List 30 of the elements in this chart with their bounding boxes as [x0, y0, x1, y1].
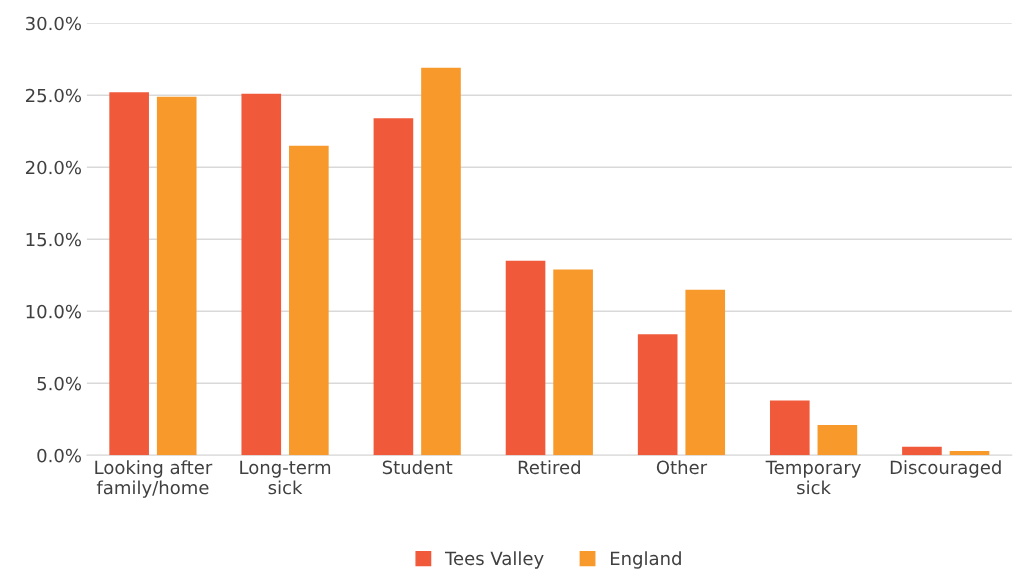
bar	[817, 425, 858, 456]
x-tick-label: Other	[656, 460, 708, 475]
bar	[949, 450, 990, 456]
legend-label: England	[610, 551, 681, 569]
bar	[902, 446, 942, 456]
bar	[241, 93, 282, 456]
y-tick-label: 0.0%	[37, 448, 82, 463]
x-tick-label: Student	[382, 460, 453, 475]
bar	[156, 96, 197, 456]
bar	[373, 118, 414, 456]
y-tick-label: 5.0%	[37, 376, 82, 391]
bar	[505, 260, 546, 456]
y-tick-label: 10.0%	[26, 304, 82, 319]
x-tick-label: Retired	[518, 460, 580, 475]
bar	[769, 400, 810, 456]
x-tick-label: Temporary sick	[765, 460, 861, 495]
y-tick-label: 30.0%	[26, 16, 82, 31]
bar	[685, 289, 726, 456]
y-tick-label: 25.0%	[25, 88, 82, 103]
y-tick-label: 20.0%	[25, 160, 82, 175]
legend-label: Tees Valley	[444, 551, 544, 569]
y-tick-label: 15.0%	[26, 232, 82, 247]
x-tick-label: Looking after family/home	[95, 460, 213, 498]
bar	[289, 145, 329, 456]
bar	[109, 92, 149, 456]
bar	[421, 67, 461, 456]
bar	[553, 269, 593, 456]
x-tick-label: Discouraged	[890, 460, 1001, 478]
x-tick-label: Long-term sick	[240, 460, 331, 495]
bar	[637, 334, 678, 456]
